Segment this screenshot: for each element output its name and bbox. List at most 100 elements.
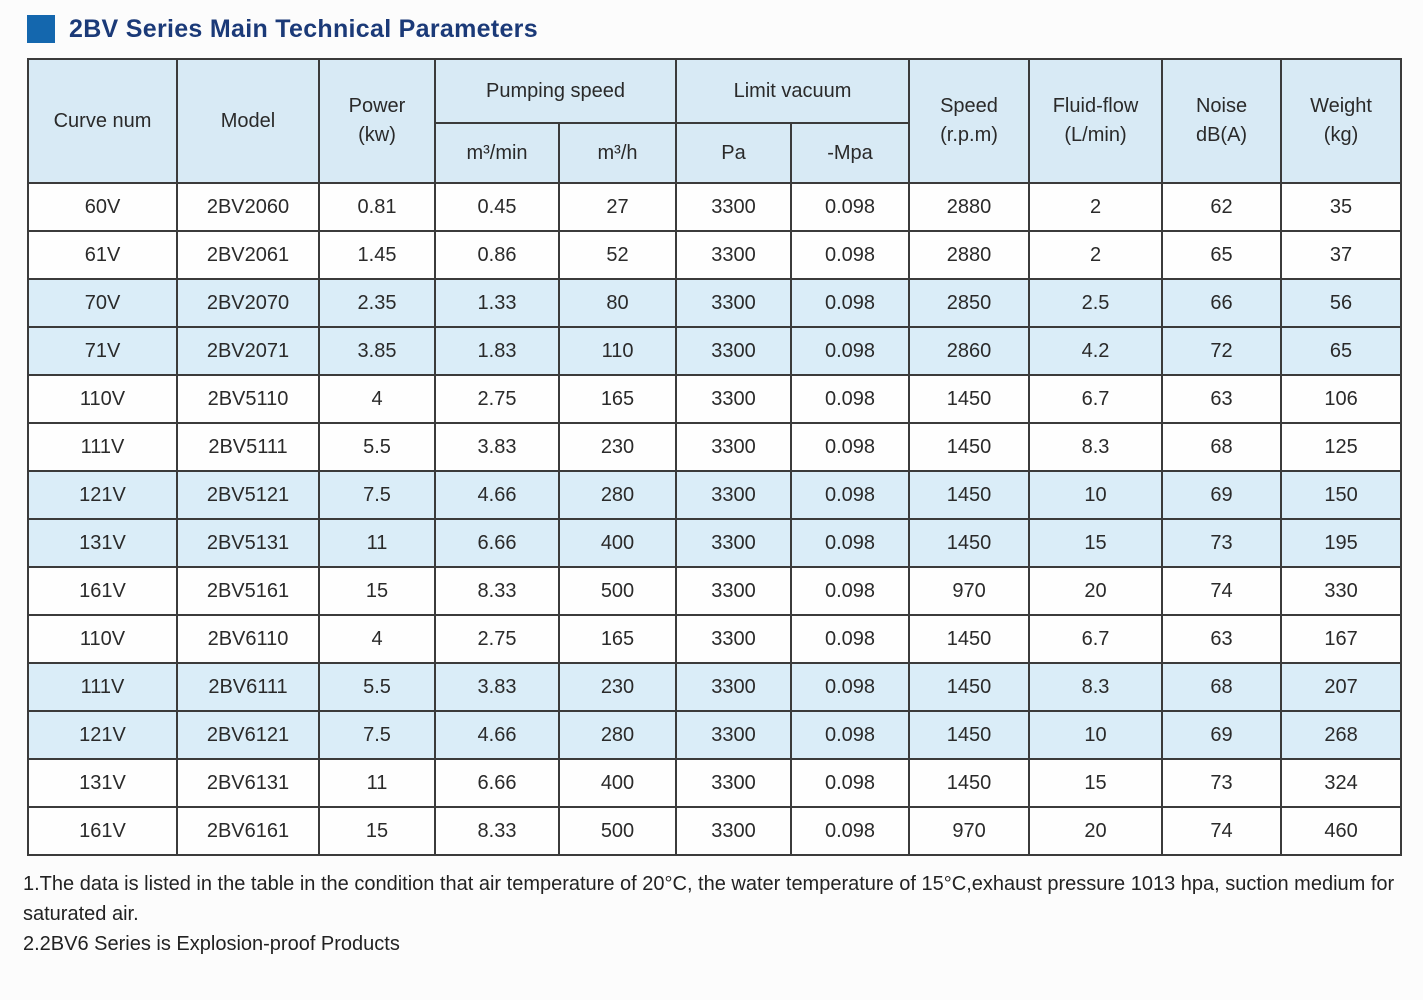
cell-mpa: 0.098: [790, 278, 911, 328]
parameters-table: Curve num Model Power (kw) Pumping speed…: [27, 58, 1403, 856]
cell-m3h: 165: [557, 614, 678, 664]
header-fluid-flow: Fluid-flow (L/min): [1028, 58, 1164, 184]
header-power-line1: Power: [348, 95, 406, 117]
cell-m3min: 0.86: [434, 230, 560, 280]
cell-power: 4: [318, 374, 436, 424]
cell-noise: 65: [1161, 230, 1283, 280]
cell-weight: 460: [1280, 806, 1403, 856]
cell-fluid: 20: [1028, 566, 1164, 616]
cell-noise: 73: [1161, 758, 1283, 808]
page-title: 2BV Series Main Technical Parameters: [69, 14, 538, 43]
cell-m3h: 400: [557, 758, 678, 808]
table-row: 161V 2BV6161 15 8.33 500 3300 0.098 970 20 74 460: [27, 806, 1403, 856]
table-row: 111V 2BV6111 5.5 3.83 230 3300 0.098 1450 8.3 68 2…: [27, 662, 1403, 712]
cell-fluid: 15: [1028, 758, 1164, 808]
cell-m3min: 8.33: [434, 566, 560, 616]
cell-mpa: 0.098: [790, 230, 911, 280]
table-row: 121V 2BV5121 7.5 4.66 280 3300 0.098 1450 10 69 15…: [27, 470, 1403, 520]
cell-fluid: 2: [1028, 230, 1164, 280]
cell-mpa: 0.098: [790, 182, 911, 232]
header-speed-line1: Speed: [940, 95, 998, 117]
cell-curve: 110V: [27, 614, 178, 664]
cell-weight: 330: [1280, 566, 1403, 616]
cell-model: 2BV5161: [176, 566, 320, 616]
table-row: 111V 2BV5111 5.5 3.83 230 3300 0.098 1450 8.3 68 1…: [27, 422, 1403, 472]
header-fluid-flow-line2: (L/min): [1064, 124, 1127, 146]
cell-noise: 69: [1161, 710, 1283, 760]
cell-mpa: 0.098: [790, 470, 911, 520]
cell-m3h: 230: [557, 662, 678, 712]
cell-power: 2.35: [318, 278, 436, 328]
cell-speed: 1450: [908, 758, 1031, 808]
cell-power: 4: [318, 614, 436, 664]
cell-m3h: 230: [557, 422, 678, 472]
cell-m3h: 80: [557, 278, 678, 328]
header-m3min: m³/min: [434, 122, 560, 184]
cell-m3h: 280: [557, 710, 678, 760]
cell-weight: 207: [1280, 662, 1403, 712]
cell-power: 3.85: [318, 326, 436, 376]
cell-weight: 324: [1280, 758, 1403, 808]
cell-noise: 62: [1161, 182, 1283, 232]
cell-pa: 3300: [675, 518, 793, 568]
cell-fluid: 20: [1028, 806, 1164, 856]
cell-curve: 121V: [27, 710, 178, 760]
header-weight: Weight (kg): [1280, 58, 1403, 184]
header-row-groups: Curve num Model Power (kw) Pumping speed…: [27, 58, 1403, 184]
cell-speed: 2880: [908, 230, 1031, 280]
cell-curve: 71V: [27, 326, 178, 376]
cell-weight: 195: [1280, 518, 1403, 568]
cell-m3min: 6.66: [434, 758, 560, 808]
cell-mpa: 0.098: [790, 710, 911, 760]
cell-curve: 61V: [27, 230, 178, 280]
cell-model: 2BV6111: [176, 662, 320, 712]
cell-pa: 3300: [675, 422, 793, 472]
cell-pa: 3300: [675, 374, 793, 424]
header-noise: Noise dB(A): [1161, 58, 1283, 184]
cell-noise: 72: [1161, 326, 1283, 376]
cell-pa: 3300: [675, 758, 793, 808]
cell-pa: 3300: [675, 326, 793, 376]
cell-curve: 111V: [27, 662, 178, 712]
cell-weight: 56: [1280, 278, 1403, 328]
cell-m3min: 3.83: [434, 422, 560, 472]
cell-model: 2BV2070: [176, 278, 320, 328]
cell-m3min: 6.66: [434, 518, 560, 568]
cell-m3h: 400: [557, 518, 678, 568]
cell-fluid: 10: [1028, 710, 1164, 760]
cell-power: 0.81: [318, 182, 436, 232]
cell-mpa: 0.098: [790, 614, 911, 664]
cell-noise: 74: [1161, 806, 1283, 856]
cell-power: 15: [318, 806, 436, 856]
cell-pa: 3300: [675, 182, 793, 232]
cell-pa: 3300: [675, 566, 793, 616]
header-weight-line1: Weight: [1310, 95, 1372, 117]
table-row: 70V 2BV2070 2.35 1.33 80 3300 0.098 2850 2.5 66 56: [27, 278, 1403, 328]
title-bullet-square-icon: [27, 15, 55, 43]
table-body: 60V 2BV2060 0.81 0.45 27 3300 0.098 2880 2 62 35 61…: [27, 182, 1403, 856]
cell-model: 2BV2060: [176, 182, 320, 232]
cell-fluid: 2.5: [1028, 278, 1164, 328]
cell-curve: 111V: [27, 422, 178, 472]
cell-m3min: 4.66: [434, 710, 560, 760]
cell-m3h: 280: [557, 470, 678, 520]
cell-mpa: 0.098: [790, 662, 911, 712]
cell-fluid: 2: [1028, 182, 1164, 232]
cell-m3h: 500: [557, 806, 678, 856]
cell-speed: 1450: [908, 374, 1031, 424]
cell-model: 2BV6121: [176, 710, 320, 760]
cell-mpa: 0.098: [790, 566, 911, 616]
cell-noise: 68: [1161, 662, 1283, 712]
cell-curve: 131V: [27, 518, 178, 568]
cell-fluid: 8.3: [1028, 422, 1164, 472]
cell-weight: 268: [1280, 710, 1403, 760]
header-mpa: -Mpa: [790, 122, 911, 184]
cell-m3h: 110: [557, 326, 678, 376]
cell-pa: 3300: [675, 470, 793, 520]
cell-model: 2BV6131: [176, 758, 320, 808]
cell-curve: 70V: [27, 278, 178, 328]
header-weight-line2: (kg): [1323, 124, 1359, 146]
cell-speed: 1450: [908, 422, 1031, 472]
cell-mpa: 0.098: [790, 326, 911, 376]
